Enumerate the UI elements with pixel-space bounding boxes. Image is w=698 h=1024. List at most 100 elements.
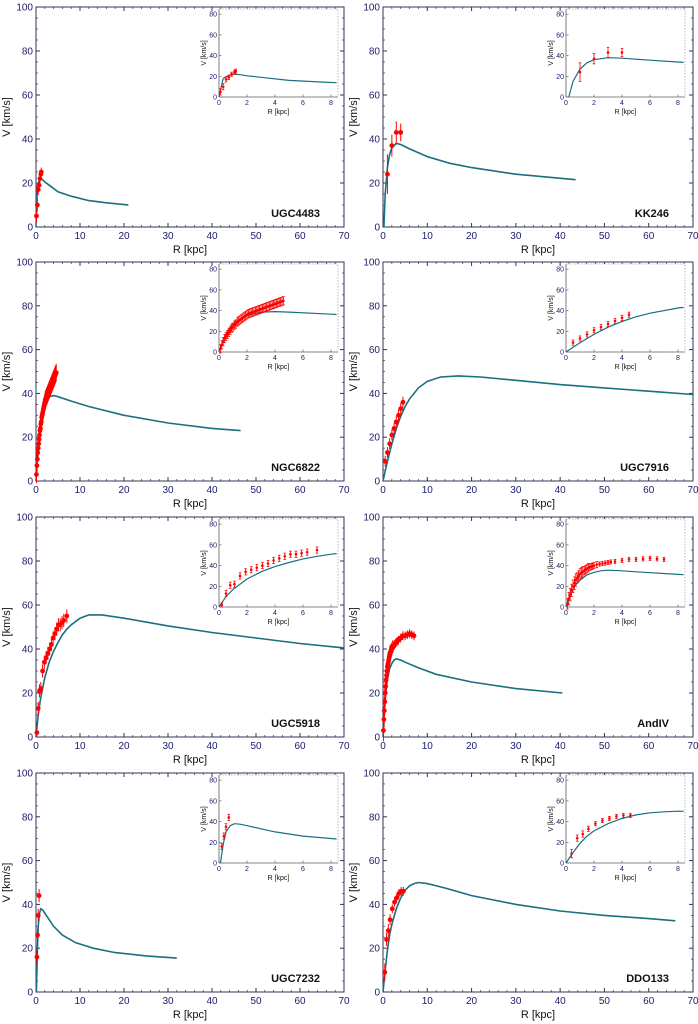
x-axis-label: R [kpc]	[173, 754, 207, 766]
inset-y-tick-label: 0	[560, 95, 564, 102]
x-tick-label: 10	[74, 485, 86, 496]
inset-data-point	[629, 814, 632, 817]
inset-y-tick-label: 0	[213, 605, 217, 612]
inset-data-point	[571, 341, 575, 344]
x-tick-label: 30	[510, 996, 522, 1007]
inset-data-point	[227, 816, 231, 819]
inset-data-point	[592, 328, 596, 332]
x-axis-label: R [kpc]	[521, 498, 555, 510]
inset-y-label: V [km/s]	[548, 295, 555, 320]
data-point	[389, 432, 395, 438]
data-point	[37, 176, 43, 182]
data-point	[43, 655, 49, 661]
x-tick-label: 50	[599, 231, 611, 242]
y-tick-label: 60	[369, 856, 381, 867]
y-tick-label: 0	[27, 988, 33, 999]
inset-y-label: V [km/s]	[548, 550, 555, 575]
y-axis-label: V [km/s]	[1, 607, 13, 647]
inset-frame	[565, 518, 686, 608]
x-tick-label: 70	[687, 996, 698, 1007]
inset-data-point	[655, 557, 659, 561]
data-point	[34, 954, 40, 960]
inset-data-point	[567, 597, 571, 601]
data-point	[45, 651, 51, 656]
model-curve	[35, 907, 177, 993]
x-tick-label: 60	[294, 996, 306, 1007]
x-tick-label: 60	[294, 741, 306, 752]
inset-data-point	[234, 69, 238, 73]
x-tick-label: 0	[380, 996, 386, 1007]
inset-data-point	[224, 825, 228, 829]
y-tick-label: 0	[27, 223, 33, 234]
inset-data-point	[592, 57, 596, 60]
data-point	[53, 370, 59, 375]
x-tick-label: 40	[555, 231, 567, 242]
y-tick-label: 100	[16, 769, 33, 780]
inset-x-tick-label: 4	[620, 866, 624, 873]
y-tick-label: 80	[369, 557, 381, 568]
data-point	[54, 626, 60, 632]
inset-x-tick-label: 2	[592, 866, 596, 873]
data-point	[50, 635, 56, 641]
inset-data-point	[662, 558, 666, 561]
model-curve	[383, 142, 576, 228]
data-point	[393, 419, 399, 425]
inset-y-tick-label: 80	[556, 12, 564, 19]
y-tick-label: 100	[16, 513, 33, 524]
inset-x-tick-label: 4	[273, 100, 277, 107]
inset-data-point	[592, 564, 596, 567]
x-tick-label: 70	[687, 741, 698, 752]
inset-y-tick-label: 40	[556, 308, 564, 315]
y-tick-label: 0	[27, 477, 33, 488]
inset-data-point	[277, 557, 281, 560]
inset-data-point	[603, 561, 607, 565]
data-point	[34, 213, 39, 219]
y-tick-label: 60	[22, 856, 34, 867]
y-tick-label: 60	[22, 601, 34, 612]
inset-y-label: V [km/s]	[201, 40, 208, 65]
inset-y-tick-label: 80	[209, 522, 217, 529]
inset-data-point	[300, 551, 303, 555]
data-point	[382, 969, 388, 975]
inset-data-point	[609, 560, 613, 564]
x-axis-label: R [kpc]	[521, 754, 555, 766]
x-tick-label: 60	[294, 231, 306, 242]
y-axis-label: V [km/s]	[348, 863, 360, 903]
inset-data-point	[615, 815, 618, 818]
data-point	[411, 633, 417, 639]
inset-y-tick-label: 20	[556, 74, 564, 81]
inset-data-point	[613, 319, 617, 323]
data-point	[400, 888, 406, 894]
inset-y-tick-label: 20	[209, 584, 217, 591]
x-tick-label: 0	[33, 485, 39, 496]
x-tick-label: 70	[687, 231, 698, 242]
galaxy-name: AndIV	[637, 718, 669, 730]
x-tick-label: 0	[380, 231, 386, 242]
inset-x-label: R [kpc]	[615, 109, 637, 116]
inset-data-point	[570, 852, 573, 855]
y-tick-label: 100	[363, 513, 380, 524]
y-tick-label: 0	[27, 733, 33, 744]
model-curve	[35, 394, 241, 482]
x-tick-label: 50	[250, 741, 262, 752]
x-tick-label: 10	[422, 485, 434, 496]
model-curve	[382, 375, 694, 482]
data-point	[49, 642, 54, 647]
inset-x-tick-label: 2	[245, 355, 249, 362]
inset-y-tick-label: 20	[209, 329, 217, 336]
x-tick-label: 0	[380, 741, 386, 752]
y-tick-label: 100	[363, 3, 380, 14]
inset-x-tick-label: 6	[648, 610, 652, 617]
galaxy-name: NGC6822	[271, 462, 320, 474]
galaxy-name: UGC4483	[271, 208, 320, 220]
y-tick-label: 40	[369, 900, 381, 911]
y-tick-label: 100	[16, 258, 33, 269]
x-tick-label: 20	[466, 996, 478, 1007]
inset-x-tick-label: 0	[217, 610, 221, 617]
inset-x-tick-label: 8	[329, 100, 333, 107]
inset-x-tick-label: 8	[676, 866, 680, 873]
